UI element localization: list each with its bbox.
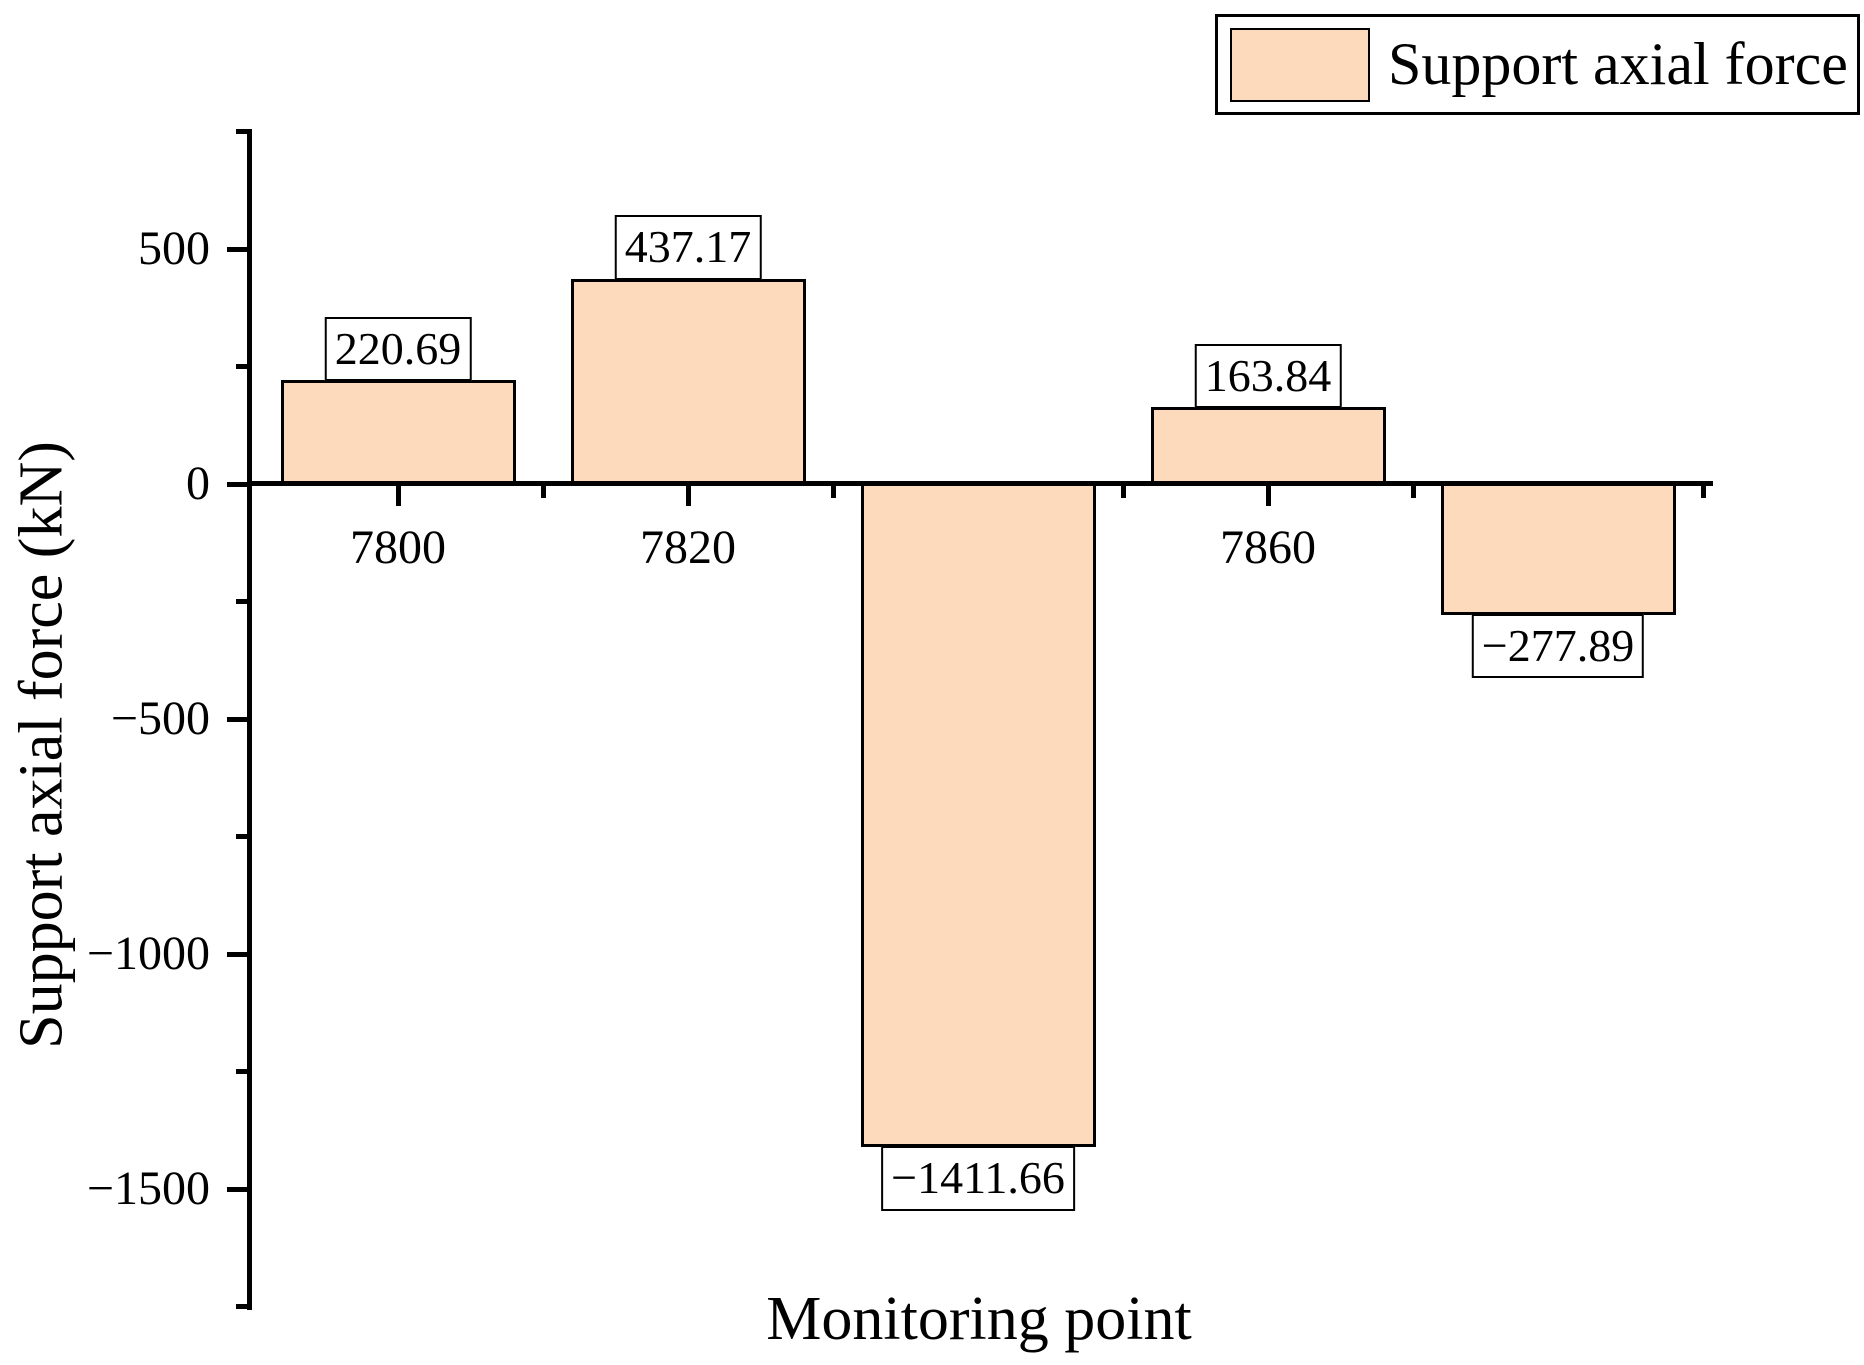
y-major-tick (227, 481, 247, 487)
y-minor-tick (236, 599, 247, 604)
x-major-tick (685, 486, 691, 506)
x-minor-tick (1120, 486, 1126, 498)
legend-label: Support axial force (1388, 31, 1848, 97)
y-tick-label: −500 (110, 692, 210, 745)
x-tick-label: 7820 (640, 521, 736, 574)
bar-value-label: 163.84 (1194, 343, 1342, 408)
y-tick-label: 0 (186, 457, 210, 510)
x-minor-tick (1700, 486, 1706, 498)
y-minor-tick (236, 364, 247, 369)
bar-value-label: −1411.66 (881, 1146, 1075, 1211)
bar-7840 (860, 482, 1096, 1148)
bar-value-label: 220.69 (324, 317, 472, 382)
bar-7820 (570, 278, 806, 486)
x-tick-label: 7860 (1220, 521, 1316, 574)
y-tick-label: −1000 (86, 927, 210, 980)
x-minor-tick (540, 486, 546, 498)
x-minor-tick (1410, 486, 1416, 498)
y-tick-label: 500 (138, 222, 210, 275)
x-major-tick (395, 486, 401, 506)
y-major-tick (227, 1186, 247, 1192)
bar-value-label: −277.89 (1471, 613, 1645, 678)
y-axis-line (247, 129, 252, 1310)
x-minor-tick (830, 486, 836, 498)
bar-value-label: 437.17 (614, 215, 762, 280)
y-major-tick (227, 716, 247, 722)
bar-7880 (1440, 482, 1676, 615)
legend: Support axial force (1215, 14, 1860, 115)
y-tick-label: −1500 (86, 1162, 210, 1215)
y-minor-tick (236, 1069, 247, 1074)
x-tick-label: 7800 (350, 521, 446, 574)
y-minor-tick (236, 1304, 247, 1309)
y-minor-tick (236, 129, 247, 134)
legend-swatch (1230, 27, 1370, 102)
y-major-tick (227, 246, 247, 252)
y-minor-tick (236, 834, 247, 839)
bar-7800 (280, 380, 516, 486)
bar-7860 (1150, 406, 1386, 486)
x-axis-title: Monitoring point (766, 1285, 1192, 1353)
y-major-tick (227, 951, 247, 957)
x-major-tick (1265, 486, 1271, 506)
x-axis-zero-line (247, 481, 1713, 486)
